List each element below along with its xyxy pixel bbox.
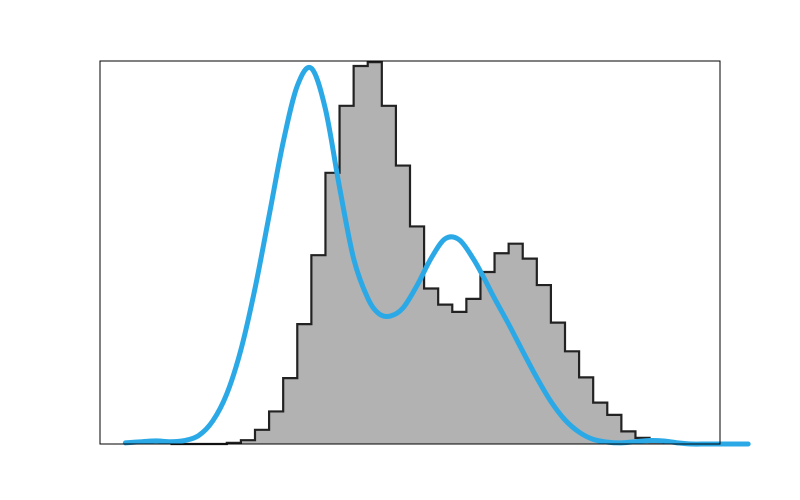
histogram-bar — [438, 304, 453, 444]
histogram-bar — [522, 258, 538, 444]
histogram-bar — [269, 411, 284, 444]
histogram-bar — [353, 65, 369, 444]
histogram-bar — [297, 324, 312, 444]
histogram-bar — [339, 105, 355, 444]
histogram-bar — [255, 429, 270, 444]
histogram-bar — [311, 255, 326, 444]
histogram-bar — [240, 440, 256, 444]
kde-density-line — [122, 64, 751, 447]
plot-frame — [99, 60, 721, 445]
histogram-bar — [466, 298, 481, 444]
histogram-bar — [480, 272, 495, 444]
histogram-bar — [494, 253, 510, 444]
histogram-bar — [325, 172, 340, 444]
histogram-bar — [367, 62, 383, 445]
histogram-bar — [550, 322, 566, 444]
histogram-bar — [381, 105, 397, 444]
histogram-bar — [593, 402, 608, 444]
histogram-bar — [283, 378, 298, 444]
histogram-bar — [579, 377, 594, 444]
histogram-bar — [410, 226, 425, 444]
histogram-bars — [226, 62, 679, 445]
histogram-bar — [508, 243, 524, 444]
histogram-bar — [536, 285, 552, 444]
histogram-bar — [424, 288, 439, 444]
histogram-bar — [607, 414, 622, 444]
histogram-bar — [452, 311, 467, 444]
histogram-step-outline — [170, 61, 692, 446]
